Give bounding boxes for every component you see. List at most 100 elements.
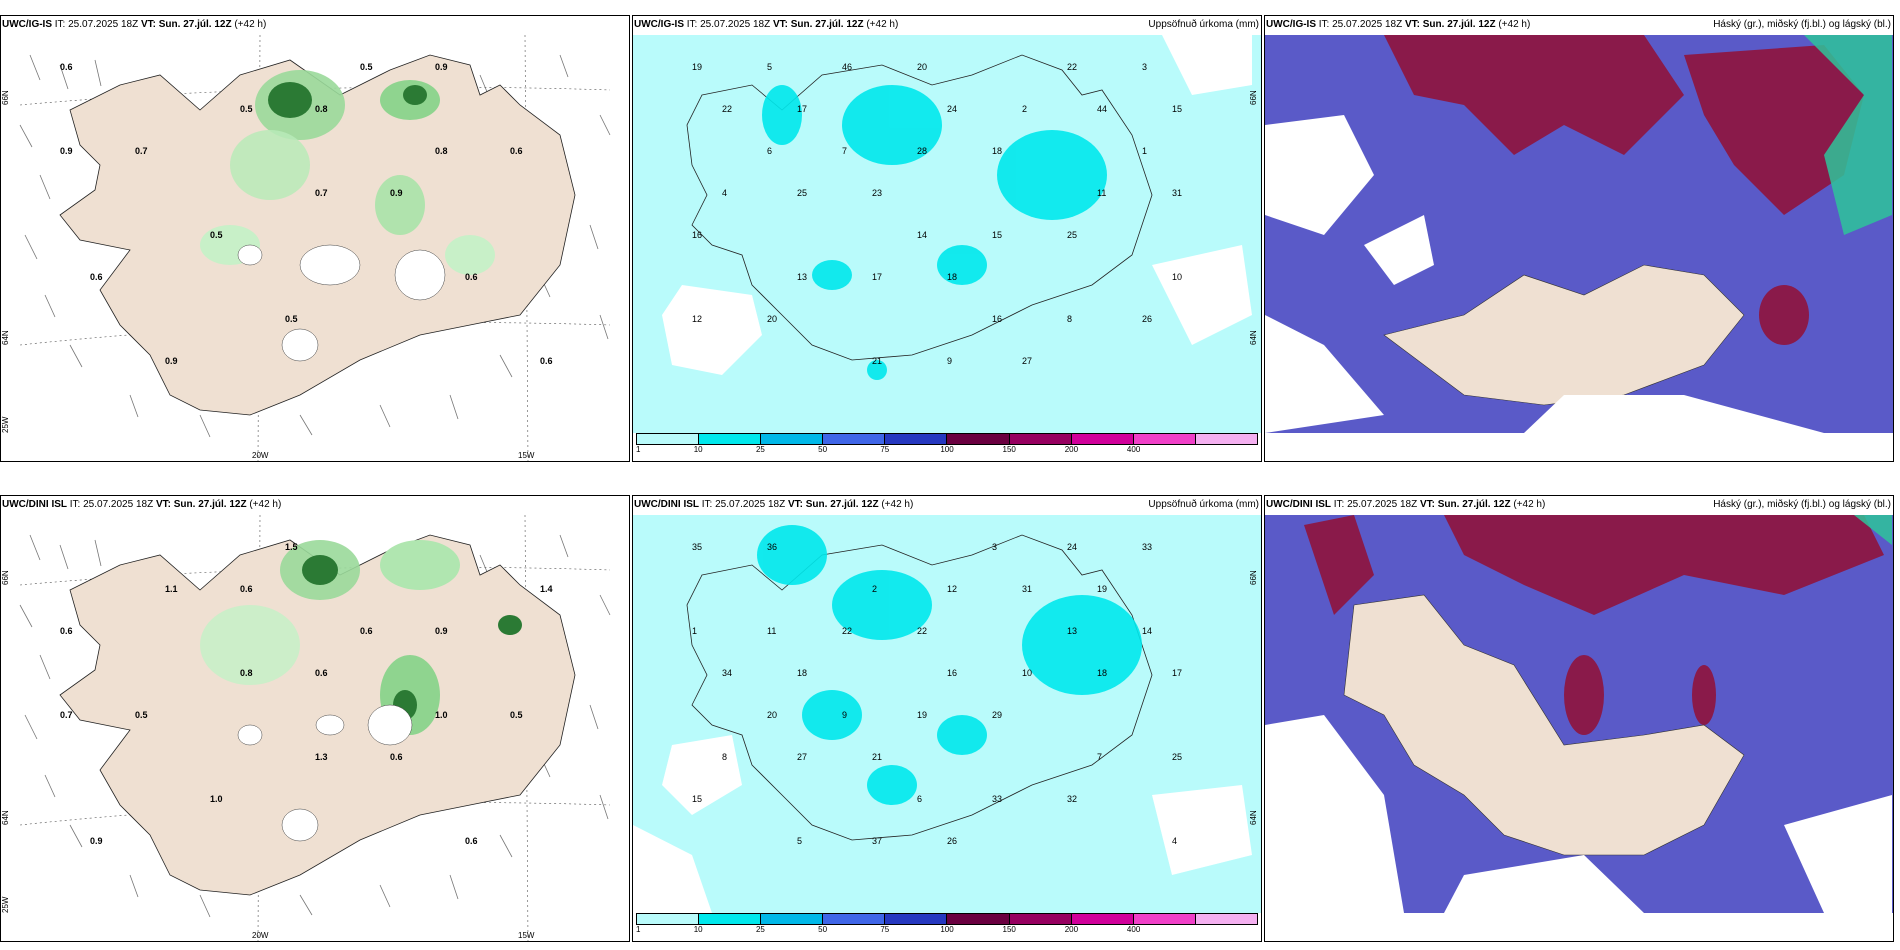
colorbar-swatch <box>823 434 886 444</box>
colorbar-swatch <box>761 914 824 924</box>
colorbar: 1 10 25 50 75 100 150 200 400 <box>636 913 1258 934</box>
panel-frame <box>1264 495 1894 942</box>
value-label: 0.8 <box>240 668 253 678</box>
colorbar-tick-label: 400 <box>1126 445 1141 454</box>
value-label: 1.5 <box>285 542 298 552</box>
lead-time: (+42 h) <box>866 19 899 30</box>
value-label: 19 <box>1097 584 1107 594</box>
value-label: 0.8 <box>435 146 448 156</box>
value-label: 5 <box>767 62 772 72</box>
value-label: 22 <box>722 104 732 114</box>
value-label: 11 <box>1097 188 1106 198</box>
value-label: 16 <box>947 668 957 678</box>
colorbar-tick-label: 10 <box>693 925 703 934</box>
value-label: 25 <box>797 188 807 198</box>
value-label: 0.9 <box>435 626 448 636</box>
value-label: 3 <box>992 542 997 552</box>
value-label: 6 <box>767 146 772 156</box>
value-label: 15 <box>1172 104 1182 114</box>
it-value: 25.07.2025 18Z <box>83 499 154 510</box>
vt-label: VT: <box>1419 499 1435 510</box>
panel-frame <box>1264 15 1894 462</box>
value-labels: 0.6 0.6 0.9 0.6 0.5 0.5 0.6 1.0 0.9 0.6 1.5 1.1 1.4 0… <box>60 542 553 846</box>
value-label: 20 <box>917 62 927 72</box>
value-label: 37 <box>872 836 882 846</box>
glacier-areas <box>237 244 446 362</box>
colorbar-swatch <box>1133 914 1196 924</box>
value-label: 0.9 <box>90 836 103 846</box>
value-label: 0.6 <box>465 272 478 282</box>
glacier-areas <box>237 704 413 842</box>
value-label: 18 <box>992 146 1002 156</box>
value-label: 0.6 <box>315 668 328 678</box>
precip-cyan-areas <box>757 525 1142 805</box>
colorbar-tick-label: 200 <box>1064 925 1079 934</box>
value-label: 18 <box>947 272 957 282</box>
value-label: 4 <box>722 188 727 198</box>
panel-frame <box>0 495 630 942</box>
lead-time: (+42 h) <box>881 499 914 510</box>
value-label: 1.0 <box>210 794 223 804</box>
it-value: 25.07.2025 18Z <box>1332 19 1403 30</box>
colorbar-tick-label: 100 <box>940 925 954 934</box>
panel-frame <box>0 15 630 462</box>
clear-sky-areas <box>1265 715 1892 913</box>
value-label: 26 <box>1142 314 1152 324</box>
value-label: 15 <box>992 230 1002 240</box>
colorbar-tick-label: 10 <box>693 445 703 454</box>
value-label: 19 <box>917 710 927 720</box>
colorbar-tick-label: 25 <box>755 445 765 454</box>
panel-title: Háský (gr.), miðský (fj.bl.) og lágský (… <box>1713 499 1891 510</box>
lat-label-25w: 25W <box>1 416 10 433</box>
value-label: 0.8 <box>315 104 328 114</box>
mid-cloud-green <box>1804 35 1892 235</box>
value-label: 11 <box>767 626 776 636</box>
value-label: 0.6 <box>60 626 73 636</box>
value-label: 5 <box>797 836 802 846</box>
lead-time: (+42 h) <box>1513 499 1546 510</box>
value-label: 21 <box>872 356 882 366</box>
clear-sky-areas <box>1265 115 1824 433</box>
iceland-coastline <box>686 534 1153 841</box>
colorbar-tick-label: 150 <box>1002 925 1016 934</box>
panel-header: UWC/IG-IS IT: 25.07.2025 18Z VT: Sun. 27… <box>1264 15 1894 35</box>
iceland-landmass <box>59 54 576 416</box>
lon-label-20w: 20W <box>252 451 269 460</box>
lon-label-15w: 15W <box>518 451 535 460</box>
value-label: 24 <box>947 104 957 114</box>
panel-title: Uppsöfnuð úrkoma (mm) <box>1148 19 1259 30</box>
value-label: 6 <box>917 794 922 804</box>
value-label: 18 <box>1097 668 1107 678</box>
panel-clouds-igis: UWC/IG-IS IT: 25.07.2025 18Z VT: Sun. 27… <box>1264 15 1894 462</box>
precip-green-areas <box>200 70 495 275</box>
value-label: 12 <box>692 314 702 324</box>
value-label: 0.5 <box>210 230 223 240</box>
vt-value: Sun. 27.júl. 12Z <box>1422 19 1496 30</box>
vt-value: Sun. 27.júl. 12Z <box>790 19 864 30</box>
iceland-clear-land <box>1383 264 1745 406</box>
it-value: 25.07.2025 18Z <box>68 19 139 30</box>
colorbar-tick-label: 1 <box>636 925 641 934</box>
value-labels: 0.6 0.9 0.8 0.7 0.6 0.9 0.5 0.6 0.6 0.5 0.9 0.6 0.5 0… <box>60 62 553 366</box>
value-label: 0.7 <box>315 188 328 198</box>
value-label: 0.6 <box>240 584 253 594</box>
precip-cyan-areas <box>762 85 1107 380</box>
colorbar-swatch <box>1071 914 1134 924</box>
colorbar-swatch <box>1195 914 1257 924</box>
colorbar-swatch <box>1133 434 1196 444</box>
panel-clouds-dini: UWC/DINI ISL IT: 25.07.2025 18Z VT: Sun.… <box>1264 495 1894 942</box>
model-name: UWC/DINI ISL <box>2 499 67 510</box>
value-label: 46 <box>842 62 852 72</box>
colorbar-tick-label: 25 <box>755 925 765 934</box>
value-label: 0.6 <box>465 836 478 846</box>
panel-header: UWC/IG-IS IT: 25.07.2025 18Z VT: Sun. 27… <box>632 15 1262 35</box>
colorbar-swatch <box>637 914 700 924</box>
value-label: 25 <box>1172 752 1182 762</box>
panel-header: UWC/IG-IS IT: 25.07.2025 18Z VT: Sun. 27… <box>0 15 630 35</box>
value-label: 34 <box>722 668 732 678</box>
value-label: 16 <box>692 230 702 240</box>
colorbar-swatch <box>1195 434 1257 444</box>
it-value: 25.07.2025 18Z <box>1347 499 1418 510</box>
